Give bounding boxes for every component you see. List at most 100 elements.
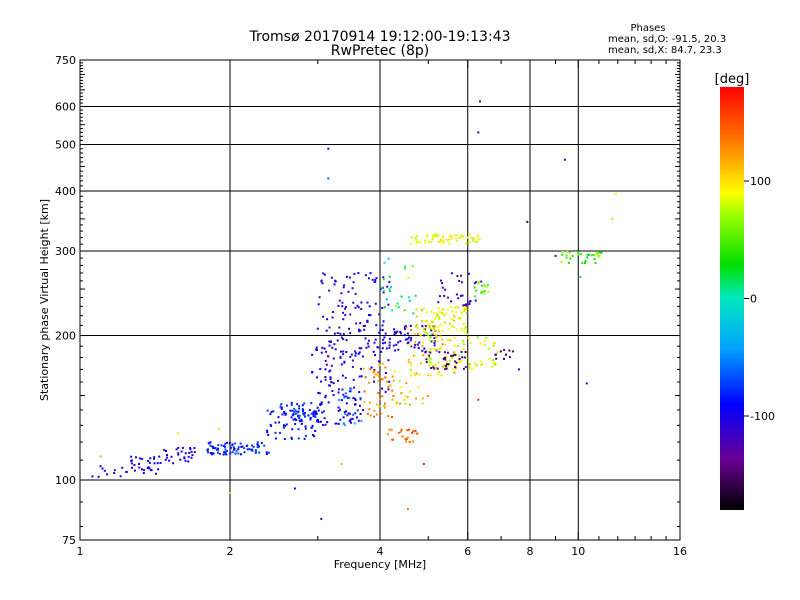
echo-point [357, 272, 360, 274]
echo-point [300, 418, 303, 421]
echo-point [473, 282, 476, 285]
echo-point [290, 436, 293, 439]
echo-point [406, 429, 409, 432]
echo-point [407, 296, 410, 299]
echo-point [341, 301, 344, 304]
echo-point [338, 299, 341, 302]
echo-point [424, 241, 427, 244]
echo-point [382, 338, 385, 341]
echo-point [457, 317, 460, 320]
echo-point [175, 448, 178, 451]
echo-point [353, 386, 356, 389]
echo-point [372, 350, 375, 353]
echo-point [316, 406, 319, 409]
echo-point [323, 417, 326, 420]
echo-point [410, 329, 413, 331]
echo-point [563, 158, 566, 161]
echo-point [441, 286, 444, 289]
echo-point [342, 393, 345, 396]
echo-point [375, 277, 378, 280]
echo-point [354, 292, 357, 295]
echo-point [414, 429, 417, 432]
echo-point [586, 256, 589, 259]
echo-point [148, 467, 151, 470]
echo-point [313, 435, 316, 438]
echo-point [339, 332, 342, 335]
echo-point [358, 347, 361, 350]
echo-point [341, 388, 344, 391]
echo-point [344, 314, 347, 317]
echo-point [404, 440, 407, 443]
echo-point [397, 341, 400, 344]
echo-point [270, 424, 273, 427]
echo-point [347, 397, 350, 399]
echo-point [370, 366, 373, 369]
echo-point [466, 333, 469, 335]
echo-point [435, 335, 438, 338]
echo-point [130, 455, 133, 458]
echo-point [394, 349, 397, 352]
echo-point [325, 363, 328, 366]
echo-point [348, 412, 351, 415]
echo-point [314, 412, 317, 415]
echo-point [596, 254, 599, 257]
echo-point [300, 422, 303, 425]
echo-point [376, 379, 379, 382]
echo-point [429, 327, 432, 330]
echo-point [388, 380, 391, 383]
echo-point [177, 453, 180, 456]
echo-point [381, 286, 384, 289]
echo-point [327, 384, 330, 387]
echo-point [360, 367, 363, 370]
echo-point [462, 367, 465, 370]
echo-point [410, 374, 413, 377]
echo-point [433, 233, 436, 236]
y-tick-label: 200 [55, 330, 76, 343]
echo-point [473, 238, 475, 240]
echo-point [429, 348, 432, 351]
echo-point [279, 405, 282, 408]
echo-point [352, 281, 355, 284]
echo-point [364, 376, 367, 379]
echo-point [477, 131, 480, 134]
echo-point [315, 410, 318, 413]
phases-x-stats: mean, sd,X: 84.7, 23.3 [608, 45, 722, 56]
echo-point [374, 302, 377, 305]
echo-point [422, 463, 425, 465]
echo-point [301, 404, 304, 407]
echo-point [322, 424, 325, 426]
echo-point [106, 473, 109, 476]
echo-point [311, 353, 314, 356]
echo-point [317, 303, 320, 306]
echo-point [193, 447, 196, 449]
echo-point [442, 241, 445, 244]
echo-point [439, 295, 441, 298]
echo-point [358, 351, 361, 354]
echo-point [376, 373, 379, 376]
echo-point [414, 333, 417, 336]
echo-point [400, 332, 402, 335]
echo-point [460, 328, 463, 331]
echo-point [439, 240, 442, 243]
echo-point [320, 517, 323, 520]
echo-point [315, 346, 318, 349]
echo-point [584, 260, 587, 262]
echo-point [378, 313, 381, 316]
echo-point [251, 444, 254, 447]
echo-point [463, 309, 466, 312]
echo-point [231, 451, 234, 454]
echo-point [469, 364, 472, 367]
echo-point [596, 252, 599, 254]
echo-point [458, 354, 461, 357]
echo-point [415, 372, 418, 375]
echo-point [465, 242, 468, 245]
y-tick-label: 400 [55, 185, 76, 198]
echo-point [403, 309, 406, 312]
echo-point [468, 241, 471, 244]
echo-point [349, 355, 352, 358]
echo-point [415, 308, 418, 311]
echo-point [462, 304, 465, 307]
echo-point [379, 328, 382, 331]
echo-point [452, 354, 455, 357]
echo-point [438, 330, 441, 333]
